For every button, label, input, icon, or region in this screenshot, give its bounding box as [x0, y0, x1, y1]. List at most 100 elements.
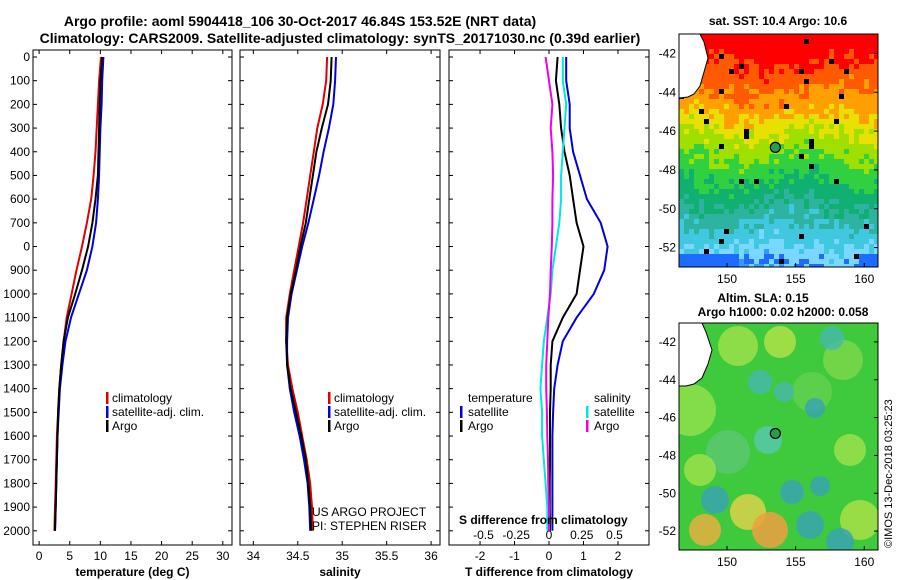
- sst-cell: [694, 244, 699, 249]
- sst-cell: [814, 204, 819, 209]
- sst-cell: [734, 139, 739, 144]
- sst-cell: [734, 119, 739, 124]
- sst-cell: [764, 204, 769, 209]
- sst-cell: [719, 114, 724, 119]
- sst-cell: [779, 159, 784, 164]
- sst-cell: [764, 84, 769, 89]
- sst-cell: [809, 129, 814, 134]
- sst-cell: [734, 44, 739, 49]
- sst-cell: [834, 34, 839, 39]
- sst-cell: [849, 249, 854, 254]
- sst-cell: [724, 119, 729, 124]
- sst-cell: [854, 249, 859, 254]
- sst-cell: [759, 104, 764, 109]
- sst-cell: [809, 39, 814, 44]
- sst-cell: [679, 119, 684, 124]
- sst-cell: [814, 54, 819, 59]
- sst-cell: [764, 144, 769, 149]
- sst-cell: [774, 129, 779, 134]
- sst-cell: [874, 204, 878, 209]
- sst-cell: [769, 244, 774, 249]
- sst-cell: [844, 134, 849, 139]
- sst-cell: [734, 134, 739, 139]
- sst-cell: [794, 124, 799, 129]
- sst-cell: [784, 189, 789, 194]
- map-x-tick-label: 155: [786, 555, 806, 569]
- sst-cell: [819, 234, 824, 239]
- sst-cell: [829, 39, 834, 44]
- sst-cell: [804, 149, 809, 154]
- sst-cell: [694, 229, 699, 234]
- sst-cell: [784, 54, 789, 59]
- sst-cell: [704, 199, 709, 204]
- sst-cell: [804, 89, 809, 94]
- sst-cell: [794, 94, 799, 99]
- sst-cell: [744, 244, 749, 249]
- sst-cell: [779, 114, 784, 119]
- map-y-tick-label: -44: [659, 373, 677, 387]
- sst-cell: [779, 69, 784, 74]
- sst-cell: [679, 244, 684, 249]
- sst-cell: [784, 94, 789, 99]
- sst-cell: [824, 74, 829, 79]
- sst-cell: [764, 159, 769, 164]
- sst-cell: [704, 224, 709, 229]
- sst-cell: [869, 99, 874, 104]
- sst-cell: [799, 54, 804, 59]
- sst-cell: [874, 249, 878, 254]
- sst-cell: [764, 214, 769, 219]
- sst-cell: [704, 149, 709, 154]
- sst-cell: [714, 34, 719, 39]
- sst-cell: [754, 264, 759, 267]
- y-tick-label: 1900: [3, 500, 30, 514]
- sst-cell: [734, 259, 739, 264]
- sst-cell: [774, 34, 779, 39]
- sst-cell: [849, 44, 854, 49]
- sst-cell: [794, 264, 799, 267]
- y-tick-label: 400: [10, 145, 30, 159]
- sst-cell: [839, 214, 844, 219]
- sst-cell: [814, 104, 819, 109]
- sst-cell: [699, 209, 704, 214]
- sst-cell: [799, 34, 804, 39]
- sst-cell: [859, 99, 864, 104]
- sst-cell: [739, 79, 744, 84]
- sst-cell: [804, 124, 809, 129]
- sst-cell: [704, 64, 709, 69]
- sst-cell: [724, 114, 729, 119]
- sst-cell: [754, 139, 759, 144]
- sst-cell: [804, 159, 809, 164]
- sst-cell: [709, 114, 714, 119]
- sst-cell: [854, 174, 859, 179]
- sst-cell: [744, 64, 749, 69]
- sst-cell: [719, 254, 724, 259]
- sst-cell: [809, 154, 814, 159]
- sst-cell: [679, 134, 684, 139]
- sst-cell: [849, 59, 854, 64]
- sst-cell: [774, 214, 779, 219]
- sst-cell: [809, 169, 814, 174]
- sst-cell: [704, 114, 709, 119]
- sst-cell: [759, 34, 764, 39]
- sst-cell: [864, 179, 869, 184]
- sst-cell: [839, 164, 844, 169]
- sst-cell: [724, 259, 729, 264]
- sst-cell: [854, 169, 859, 174]
- sst-cell: [799, 119, 804, 124]
- sst-cell: [854, 164, 859, 169]
- sst-cell: [794, 229, 799, 234]
- sst-cell: [684, 109, 689, 114]
- sst-cell: [849, 209, 854, 214]
- sst-cell: [859, 224, 864, 229]
- sst-cell: [869, 54, 874, 59]
- sst-cell: [684, 199, 689, 204]
- sst-cell: [789, 194, 794, 199]
- y-tick-label: 700: [10, 216, 30, 230]
- sst-cell: [794, 254, 799, 259]
- sst-cell: [749, 39, 754, 44]
- sst-cell: [754, 249, 759, 254]
- x-tick-label: 35: [336, 549, 350, 563]
- sst-cell: [729, 254, 734, 259]
- sst-cell: [864, 139, 869, 144]
- sst-cell: [819, 254, 824, 259]
